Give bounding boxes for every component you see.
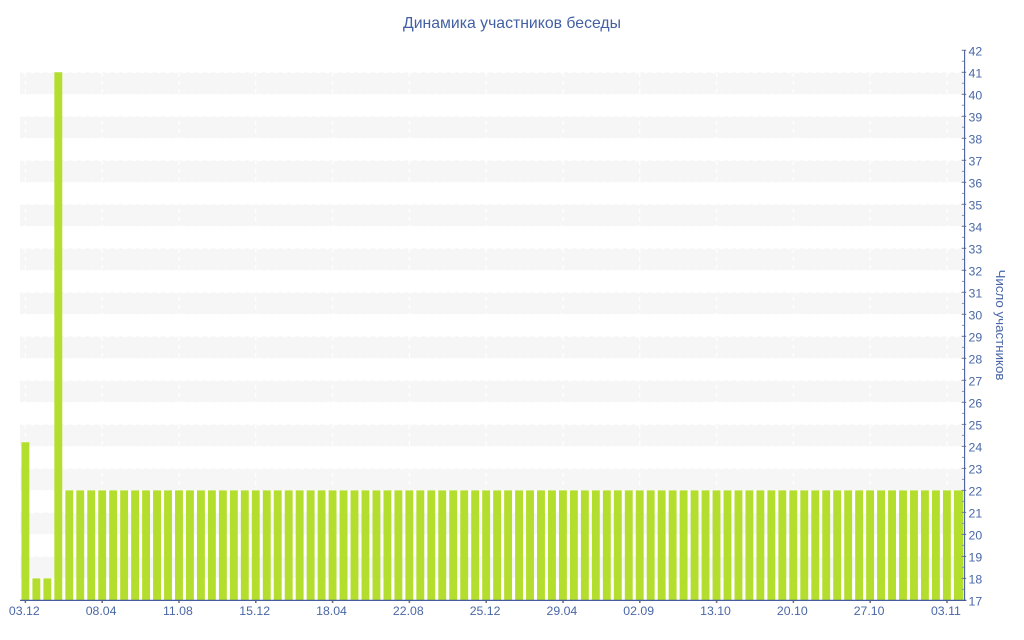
- svg-text:Число участников: Число участников: [993, 270, 1008, 381]
- svg-text:22.08: 22.08: [393, 604, 424, 618]
- svg-text:08.04: 08.04: [86, 604, 117, 618]
- svg-text:29: 29: [969, 331, 983, 345]
- svg-text:34: 34: [969, 221, 983, 235]
- svg-text:21: 21: [969, 507, 983, 521]
- svg-text:15.12: 15.12: [239, 604, 270, 618]
- svg-text:42: 42: [969, 45, 983, 59]
- svg-text:37: 37: [969, 155, 983, 169]
- svg-text:27: 27: [969, 375, 983, 389]
- svg-text:28: 28: [969, 353, 983, 367]
- svg-text:17: 17: [969, 595, 983, 609]
- svg-text:18: 18: [969, 573, 983, 587]
- svg-text:18.04: 18.04: [316, 604, 347, 618]
- svg-text:39: 39: [969, 111, 983, 125]
- svg-text:41: 41: [969, 67, 983, 81]
- svg-text:36: 36: [969, 177, 983, 191]
- svg-text:23: 23: [969, 463, 983, 477]
- svg-text:19: 19: [969, 551, 983, 565]
- svg-text:26: 26: [969, 397, 983, 411]
- svg-text:11.08: 11.08: [163, 604, 193, 618]
- svg-text:38: 38: [969, 133, 983, 147]
- svg-text:35: 35: [969, 199, 983, 213]
- svg-text:03.12: 03.12: [9, 604, 40, 618]
- svg-text:32: 32: [969, 265, 983, 279]
- svg-text:29.04: 29.04: [547, 604, 578, 618]
- svg-text:33: 33: [969, 243, 983, 257]
- svg-text:13.10: 13.10: [700, 604, 731, 618]
- svg-text:25: 25: [969, 419, 983, 433]
- svg-text:30: 30: [969, 309, 983, 323]
- svg-text:25.12: 25.12: [470, 604, 501, 618]
- svg-text:03.11: 03.11: [931, 604, 961, 618]
- svg-text:Динамика участников беседы: Динамика участников беседы: [403, 15, 621, 32]
- svg-text:31: 31: [969, 287, 983, 301]
- svg-text:24: 24: [969, 441, 983, 455]
- svg-text:40: 40: [969, 89, 983, 103]
- svg-text:20: 20: [969, 529, 983, 543]
- svg-text:22: 22: [969, 485, 983, 499]
- svg-text:20.10: 20.10: [777, 604, 808, 618]
- svg-text:02.09: 02.09: [623, 604, 654, 618]
- svg-text:27.10: 27.10: [854, 604, 885, 618]
